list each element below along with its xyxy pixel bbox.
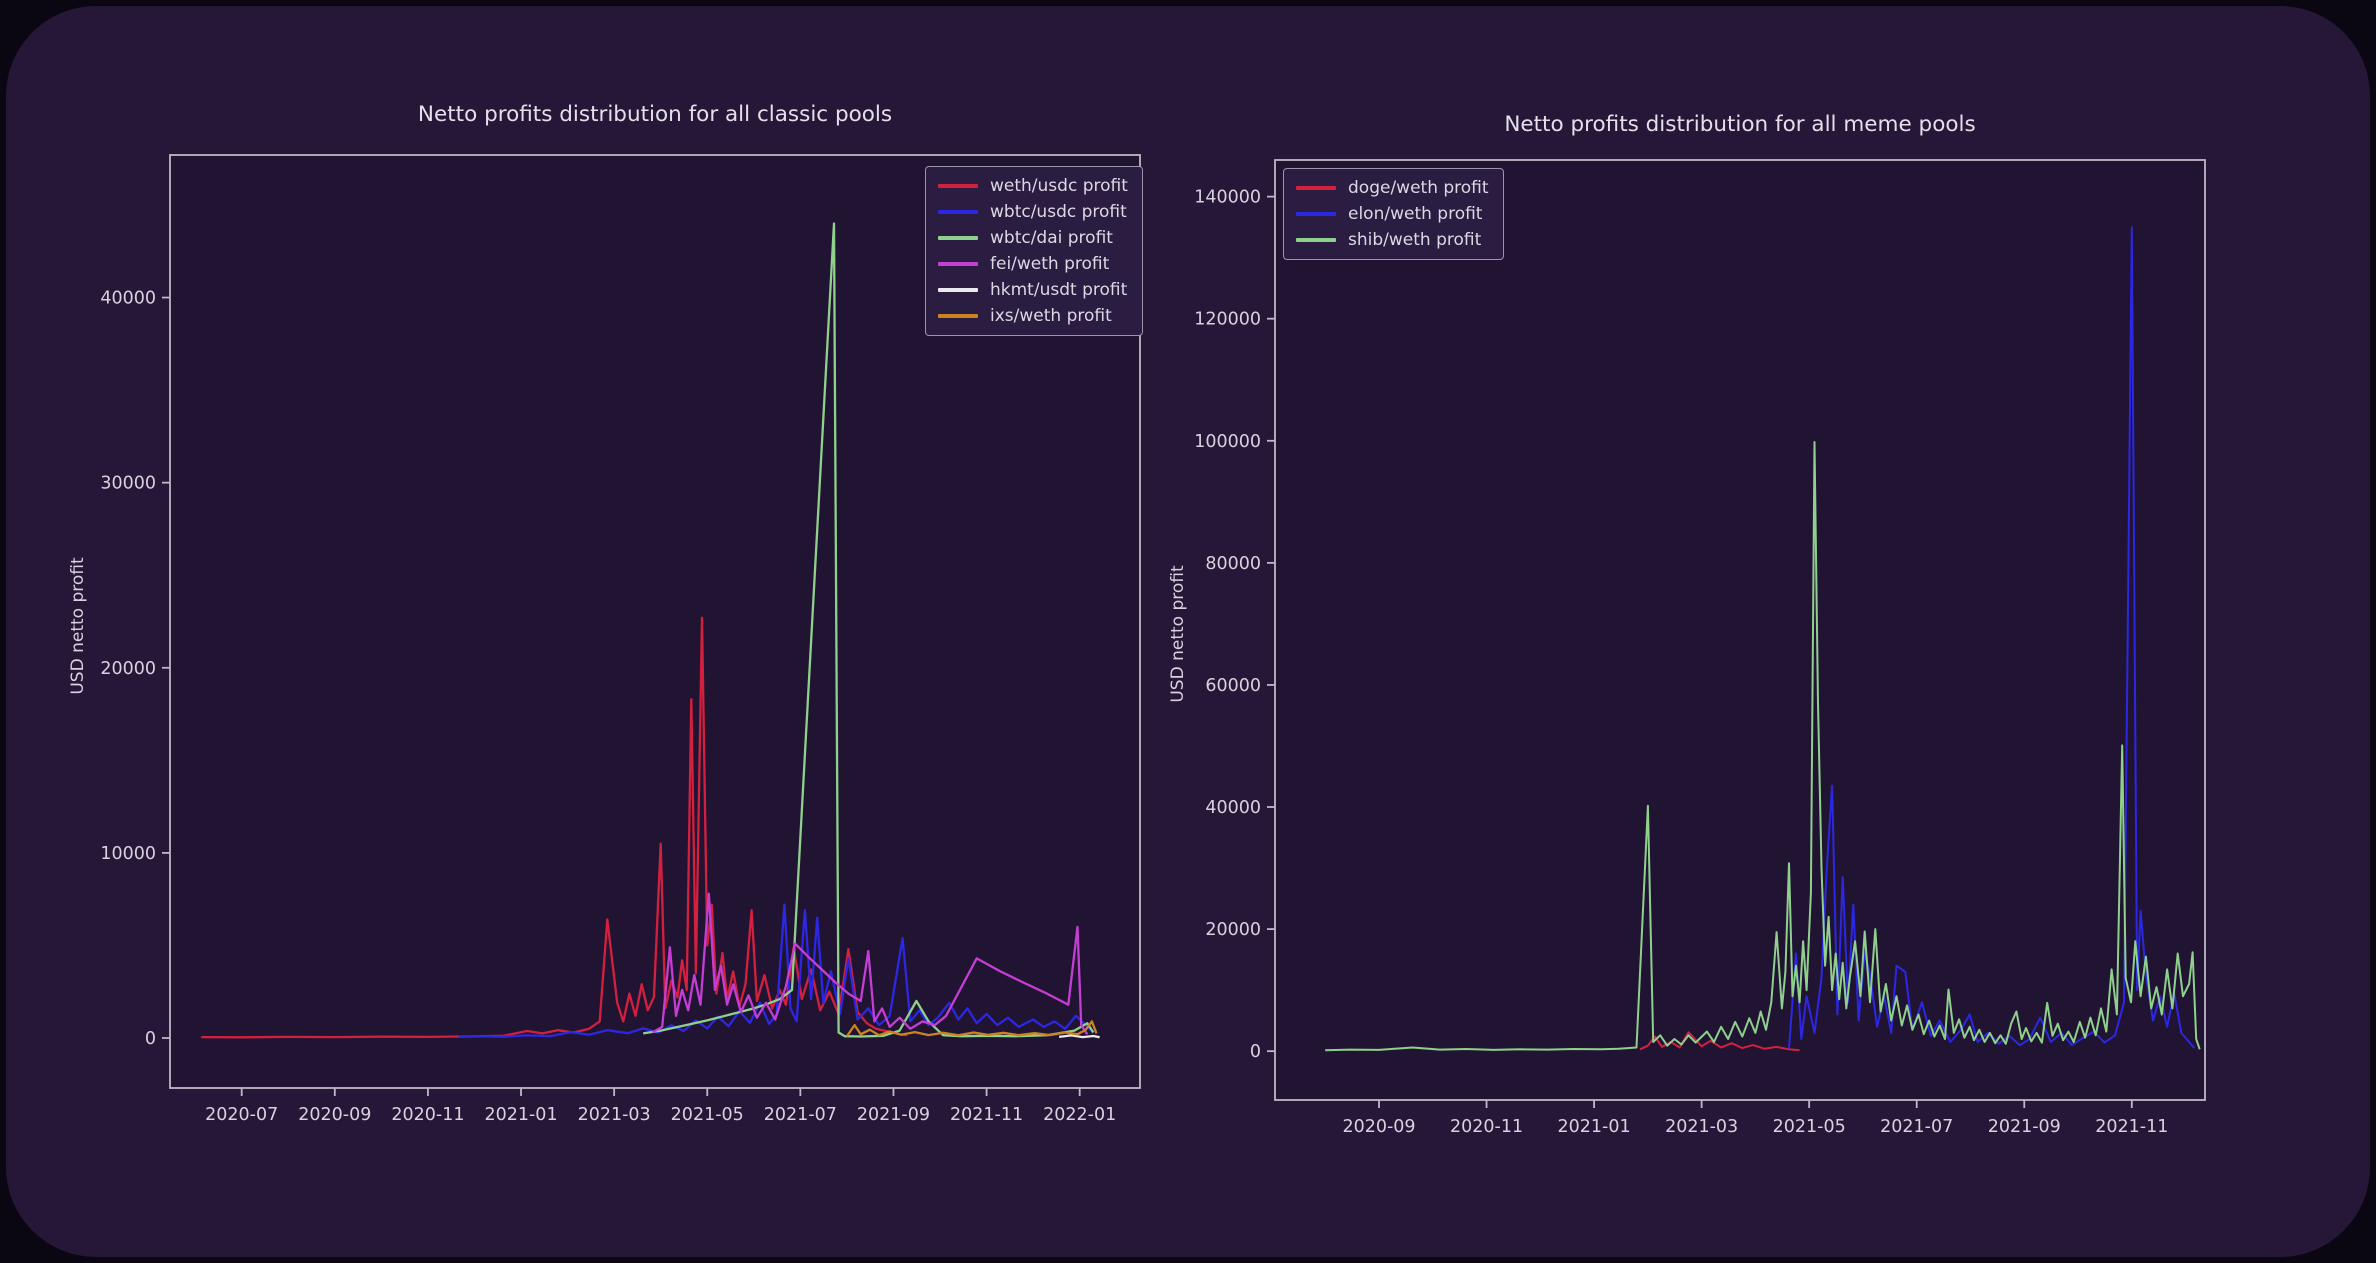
y-tick-label: 20000 [100, 659, 156, 679]
legend-line-swatch [938, 184, 978, 188]
x-tick-label: 2021-05 [671, 1105, 744, 1125]
x-tick-label: 2021-07 [1880, 1117, 1953, 1137]
legend-meme-pools: doge/weth profit elon/weth profit shib/wet… [1283, 168, 1504, 260]
x-tick-label: 2021-07 [764, 1105, 837, 1125]
legend-label: hkmt/usdt profit [990, 280, 1128, 300]
series-line-ixs-weth-profit [845, 1020, 1098, 1037]
legend-label: weth/usdc profit [990, 176, 1128, 196]
y-tick-label: 60000 [1205, 676, 1261, 696]
legend-item-fei-weth-profit: fei/weth profit [938, 254, 1128, 274]
series-line-wbtc-dai-profit [643, 222, 1095, 1038]
series-line-weth-usdc-profit [201, 616, 908, 1039]
x-tick-label: 2022-01 [1043, 1105, 1116, 1125]
legend-classic-pools: weth/usdc profit wbtc/usdc profit wbtc/dai… [925, 166, 1143, 336]
legend-item-hkmt-usdt-profit: hkmt/usdt profit [938, 280, 1128, 300]
figure-card: 2020-07 2020-09 2020-11 2021-01 2021-03 2021-… [6, 6, 2370, 1257]
x-tick-label: 2021-01 [484, 1105, 557, 1125]
legend-label: fei/weth profit [990, 254, 1110, 274]
legend-item-ixs-weth-profit: ixs/weth profit [938, 306, 1128, 326]
x-tick-label: 2020-07 [205, 1105, 278, 1125]
legend-item-weth-usdc-profit: weth/usdc profit [938, 176, 1128, 196]
series-line-shib-weth-profit [1325, 441, 2201, 1052]
legend-item-wbtc-usdc-profit: wbtc/usdc profit [938, 202, 1128, 222]
y-tick-label: 80000 [1205, 554, 1261, 574]
legend-line-swatch [938, 262, 978, 266]
series-line-wbtc-usdc-profit [458, 903, 1095, 1039]
charts-canvas: 2020-07 2020-09 2020-11 2021-01 2021-03 2021-… [100, 154, 2206, 1137]
legend-label: ixs/weth profit [990, 306, 1112, 326]
legend-item-wbtc-dai-profit: wbtc/dai profit [938, 228, 1128, 248]
x-tick-label: 2021-05 [1773, 1117, 1846, 1137]
y-tick-label: 10000 [100, 844, 156, 864]
legend-line-swatch [938, 288, 978, 292]
y-tick-label: 0 [1250, 1042, 1261, 1062]
legend-line-swatch [1296, 238, 1336, 242]
legend-label: wbtc/dai profit [990, 228, 1113, 248]
y-tick-label: 100000 [1194, 432, 1261, 452]
legend-line-swatch [938, 236, 978, 240]
legend-label: wbtc/usdc profit [990, 202, 1127, 222]
y-tick-label: 40000 [1205, 798, 1261, 818]
legend-label: doge/weth profit [1348, 178, 1489, 198]
y-tick-label: 40000 [100, 289, 156, 309]
y-tick-label: 20000 [1205, 920, 1261, 940]
y-tick-label: 120000 [1194, 310, 1261, 330]
legend-item-doge-weth-profit: doge/weth profit [1296, 178, 1489, 198]
y-tick-label: 140000 [1194, 188, 1261, 208]
legend-line-swatch [1296, 186, 1336, 190]
x-tick-label: 2021-11 [2095, 1117, 2168, 1137]
y-tick-label: 30000 [100, 474, 156, 494]
chart-title-classic-pools: Netto profits distribution for all class… [417, 102, 893, 127]
x-tick-label: 2020-09 [298, 1105, 371, 1125]
plot-area [1274, 159, 2206, 1101]
y-axis-label-meme: USD netto profit [1168, 565, 1188, 703]
legend-line-swatch [938, 314, 978, 318]
x-tick-label: 2020-11 [1450, 1117, 1523, 1137]
y-tick-label: 0 [145, 1029, 156, 1049]
x-tick-label: 2020-09 [1342, 1117, 1415, 1137]
legend-label: shib/weth profit [1348, 230, 1482, 250]
series-line-doge-weth-profit [1639, 1031, 1800, 1052]
x-tick-label: 2020-11 [391, 1105, 464, 1125]
x-tick-label: 2021-09 [857, 1105, 930, 1125]
series-line-fei-weth-profit [651, 892, 1089, 1035]
x-tick-label: 2021-11 [950, 1105, 1023, 1125]
legend-label: elon/weth profit [1348, 204, 1483, 224]
legend-item-shib-weth-profit: shib/weth profit [1296, 230, 1489, 250]
y-axis-label-classic: USD netto profit [68, 557, 88, 695]
legend-item-elon-weth-profit: elon/weth profit [1296, 204, 1489, 224]
x-tick-label: 2021-01 [1558, 1117, 1631, 1137]
x-tick-label: 2021-03 [578, 1105, 651, 1125]
x-tick-label: 2021-03 [1665, 1117, 1738, 1137]
chart-title-meme-pools: Netto profits distribution for all meme … [1504, 112, 1976, 137]
x-tick-label: 2021-09 [1988, 1117, 2061, 1137]
legend-line-swatch [938, 210, 978, 214]
series-line-hkmt-usdt-profit [1058, 1034, 1100, 1039]
legend-line-swatch [1296, 212, 1336, 216]
